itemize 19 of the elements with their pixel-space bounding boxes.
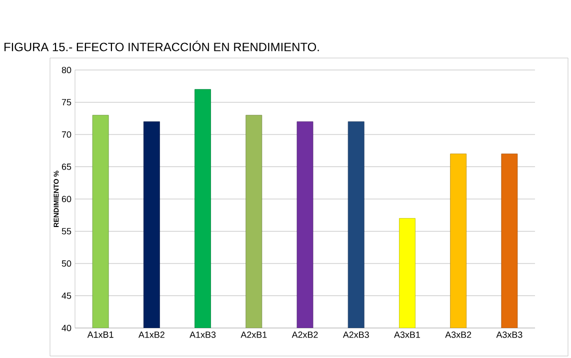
y-tick-label: 60	[62, 196, 72, 202]
x-tick-label: A1xB1	[87, 332, 114, 338]
x-tick-label: A2xB2	[292, 332, 318, 338]
y-tick-label: 80	[62, 66, 72, 74]
y-tick-label: 70	[62, 131, 72, 138]
y-tick-label: 65	[62, 164, 72, 170]
y-tick-label: 75	[62, 99, 72, 106]
x-tick-label: A1xB3	[190, 332, 216, 338]
y-tick-label: 45	[62, 292, 72, 299]
x-tick-label: A3xB3	[496, 332, 522, 338]
x-tick-label: A3xB2	[445, 332, 472, 338]
y-tick-label: 55	[62, 228, 72, 234]
x-tick-label: A2xB3	[342, 332, 369, 338]
x-tick-label: A2xB1	[240, 332, 267, 338]
y-tick-label: 50	[62, 260, 72, 267]
y-tick-label: 40	[62, 324, 72, 332]
x-tick-label: A1xB2	[138, 332, 164, 338]
x-tick-label: A3xB1	[394, 332, 420, 338]
chart-title: FIGURA 15.- EFECTO INTERACCIÓN EN RENDIMIENTO.	[4, 40, 319, 52]
